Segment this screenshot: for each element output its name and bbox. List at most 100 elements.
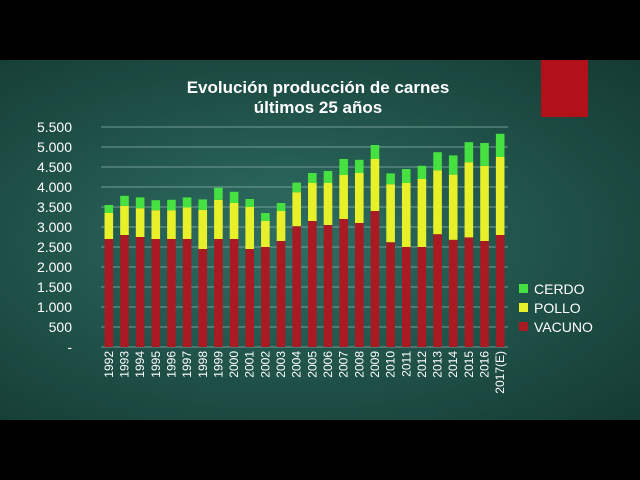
bar-cerdo-1992 (104, 205, 114, 213)
y-tick-label: - (67, 339, 72, 355)
legend-label-pollo: POLLO (534, 300, 581, 316)
bar-cerdo-2006 (323, 171, 333, 183)
bar-vacuno-1992 (104, 239, 114, 347)
bar-vacuno-2001 (245, 249, 255, 347)
x-tick-label: 2007 (337, 351, 351, 378)
bar-pollo-2015 (464, 162, 474, 238)
bar-vacuno-2010 (386, 242, 395, 347)
y-tick-label: 2.000 (37, 259, 72, 275)
bar-pollo-2013 (433, 170, 442, 235)
bar-vacuno-1993 (120, 235, 129, 347)
bar-vacuno-2000 (229, 239, 239, 347)
bar-cerdo-1997 (182, 197, 192, 208)
chart-title-line-2: últimos 25 años (253, 98, 383, 117)
y-tick-label: 3.500 (37, 199, 72, 215)
bar-vacuno-1997 (182, 239, 192, 347)
y-tick-label: 5.500 (37, 119, 72, 135)
bar-pollo-2008 (354, 173, 364, 223)
x-tick-label: 2016 (478, 351, 492, 378)
bar-vacuno-2003 (276, 241, 286, 347)
chart-title-line-1: Evolución producción de carnes (186, 78, 450, 97)
bar-pollo-2006 (323, 183, 333, 225)
bar-pollo-2000 (229, 203, 239, 239)
bar-cerdo-2008 (354, 159, 364, 173)
x-tick-label: 2017(E) (493, 351, 507, 394)
bar-cerdo-2012 (417, 165, 427, 179)
bar-cerdo-2007 (339, 159, 348, 175)
y-tick-label: 1.000 (37, 299, 72, 315)
x-tick-label: 2005 (305, 351, 319, 378)
x-tick-label: 2002 (258, 351, 272, 378)
bar-vacuno-2004 (292, 226, 301, 347)
bar-pollo-2010 (386, 184, 395, 243)
bar-cerdo-2017(E) (495, 133, 505, 157)
stacked-bar-chart: - 500 1.000 1.500 2.000 2.500 3.000 3.500 4.000 4… (37, 119, 593, 394)
bar-vacuno-1995 (151, 239, 161, 347)
legend-swatch-vacuno (519, 322, 528, 331)
bar-cerdo-1996 (167, 199, 176, 211)
x-tick-label: 1995 (149, 351, 163, 378)
x-tick-label: 2000 (227, 351, 241, 378)
x-tick-label: 1992 (102, 351, 116, 378)
bar-cerdo-1995 (151, 200, 161, 211)
bar-cerdo-2004 (292, 182, 301, 193)
x-axis-labels: 1992 1993 1994 1995 1996 1997 1998 1999 2000 2001… (102, 351, 507, 394)
bar-vacuno-2006 (323, 225, 333, 347)
x-tick-label: 2012 (415, 351, 429, 378)
bar-pollo-2014 (448, 174, 458, 240)
bar-cerdo-2013 (433, 152, 442, 171)
bar-pollo-2009 (370, 159, 380, 211)
bar-vacuno-2016 (480, 241, 489, 347)
bar-pollo-2002 (261, 221, 270, 247)
x-tick-label: 2009 (368, 351, 382, 378)
y-tick-label: 4.500 (37, 159, 72, 175)
bar-vacuno-1998 (198, 249, 208, 347)
gridlines (101, 126, 508, 348)
bar-cerdo-1999 (214, 187, 223, 200)
x-tick-label: 2003 (274, 351, 288, 378)
bar-vacuno-2017(E) (495, 235, 505, 347)
y-tick-label: 3.000 (37, 219, 72, 235)
x-tick-label: 2011 (399, 351, 413, 377)
x-tick-label: 2001 (243, 351, 257, 378)
bar-vacuno-1994 (135, 237, 145, 347)
legend: CERDO POLLO VACUNO (519, 281, 593, 335)
x-tick-label: 2013 (431, 351, 445, 378)
bar-pollo-1993 (120, 205, 129, 235)
bar-cerdo-2016 (480, 143, 489, 166)
legend-swatch-cerdo (519, 284, 528, 293)
bar-vacuno-2007 (339, 219, 348, 347)
x-tick-label: 1999 (211, 351, 225, 378)
bar-pollo-2016 (480, 165, 489, 241)
bar-vacuno-2014 (448, 239, 458, 347)
x-tick-label: 2010 (384, 351, 398, 378)
bar-pollo-1992 (104, 213, 114, 239)
bar-cerdo-1993 (120, 195, 129, 206)
bar-vacuno-2012 (417, 247, 427, 347)
x-tick-label: 2014 (446, 351, 460, 378)
bar-vacuno-2009 (370, 211, 380, 347)
bar-pollo-2003 (276, 211, 286, 241)
bar-vacuno-2015 (464, 237, 474, 347)
bar-cerdo-2010 (386, 173, 395, 185)
x-tick-label: 1998 (196, 351, 210, 378)
y-tick-label: 5.000 (37, 139, 72, 155)
bar-cerdo-1998 (198, 199, 208, 210)
legend-swatch-pollo (519, 303, 528, 312)
bar-cerdo-2002 (261, 213, 270, 221)
bar-pollo-2004 (292, 192, 301, 227)
bar-pollo-1997 (182, 207, 192, 239)
y-tick-label: 1.500 (37, 279, 72, 295)
bar-cerdo-2011 (401, 169, 411, 183)
bar-cerdo-2015 (464, 142, 474, 163)
x-tick-label: 1997 (180, 351, 194, 378)
bar-vacuno-2013 (433, 234, 442, 347)
y-tick-label: 4.000 (37, 179, 72, 195)
bar-pollo-2007 (339, 175, 348, 219)
bar-cerdo-2009 (370, 145, 380, 159)
bar-pollo-2017(E) (495, 157, 505, 235)
bar-pollo-1996 (167, 210, 176, 239)
bar-pollo-1999 (214, 199, 223, 239)
x-tick-label: 2008 (352, 351, 366, 378)
